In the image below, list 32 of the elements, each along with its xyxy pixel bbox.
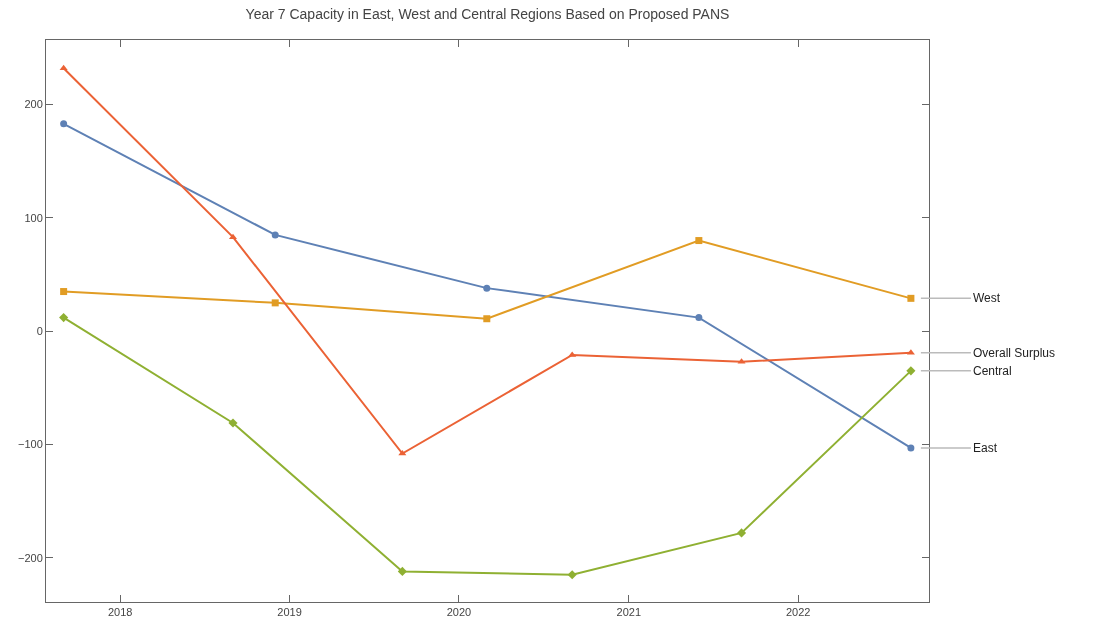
point <box>907 294 915 302</box>
point <box>483 284 491 292</box>
point <box>397 566 407 576</box>
text: Overall Surplus <box>973 346 1056 360</box>
y-tick-label: −100 <box>18 438 43 451</box>
chart-title: Year 7 Capacity in East, West and Central Regions Based on Proposed PANS <box>245 6 730 23</box>
point <box>736 528 747 538</box>
point <box>271 299 279 307</box>
point <box>483 315 491 323</box>
x-tick-label: 2021 <box>616 606 642 619</box>
y-tick-label: 0 <box>36 325 43 338</box>
x-tick-label: 2020 <box>446 606 472 619</box>
y-tick-label: −200 <box>18 551 43 564</box>
point <box>695 237 703 245</box>
text: East <box>973 441 998 455</box>
x-tick-label: 2019 <box>277 606 302 619</box>
point <box>907 444 915 452</box>
x-tick-label: 2022 <box>785 606 811 619</box>
point <box>271 231 279 239</box>
point <box>59 313 69 323</box>
point <box>567 570 577 580</box>
point <box>906 366 916 376</box>
y-tick-label: 100 <box>24 211 43 224</box>
x-tick-label: 2018 <box>108 606 133 619</box>
point <box>228 418 238 428</box>
point <box>60 120 68 128</box>
text: Central <box>973 364 1012 378</box>
point <box>695 314 703 322</box>
point <box>60 288 68 296</box>
text: West <box>973 291 1001 305</box>
y-tick-label: 200 <box>24 98 43 111</box>
point <box>59 64 68 71</box>
